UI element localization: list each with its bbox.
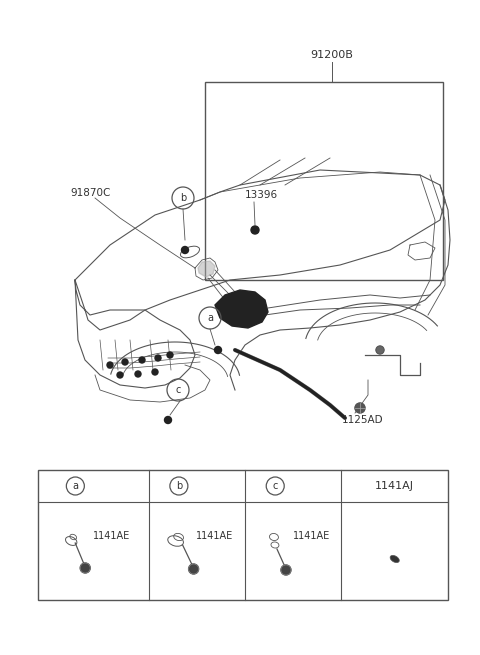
Circle shape: [251, 226, 259, 234]
Bar: [38, 470, 448, 600]
Bar: [205, 82, 443, 280]
Circle shape: [376, 346, 384, 354]
Text: 91870C: 91870C: [70, 188, 110, 198]
Circle shape: [135, 371, 141, 377]
Ellipse shape: [390, 555, 399, 563]
Text: 1141AJ: 1141AJ: [375, 481, 414, 491]
Text: 1125AD: 1125AD: [342, 415, 384, 425]
Text: c: c: [273, 481, 278, 491]
Circle shape: [117, 372, 123, 378]
Circle shape: [155, 355, 161, 361]
Circle shape: [189, 564, 199, 574]
Circle shape: [281, 565, 291, 575]
Circle shape: [165, 417, 171, 424]
Text: 91200B: 91200B: [311, 50, 353, 60]
Polygon shape: [215, 290, 268, 328]
Circle shape: [355, 403, 365, 413]
Polygon shape: [198, 261, 215, 277]
Circle shape: [152, 369, 158, 375]
Text: 1141AE: 1141AE: [93, 531, 130, 541]
Circle shape: [167, 352, 173, 358]
Text: 1141AE: 1141AE: [196, 531, 233, 541]
Circle shape: [107, 362, 113, 368]
Text: b: b: [176, 481, 182, 491]
Text: b: b: [180, 193, 186, 203]
Text: 1141AE: 1141AE: [293, 531, 330, 541]
Text: 13396: 13396: [245, 190, 278, 200]
Text: a: a: [72, 481, 78, 491]
Circle shape: [181, 246, 189, 253]
Circle shape: [80, 563, 90, 573]
Circle shape: [215, 346, 221, 354]
Text: a: a: [207, 313, 213, 323]
Circle shape: [122, 359, 128, 365]
Text: c: c: [175, 385, 180, 395]
Circle shape: [139, 357, 145, 363]
